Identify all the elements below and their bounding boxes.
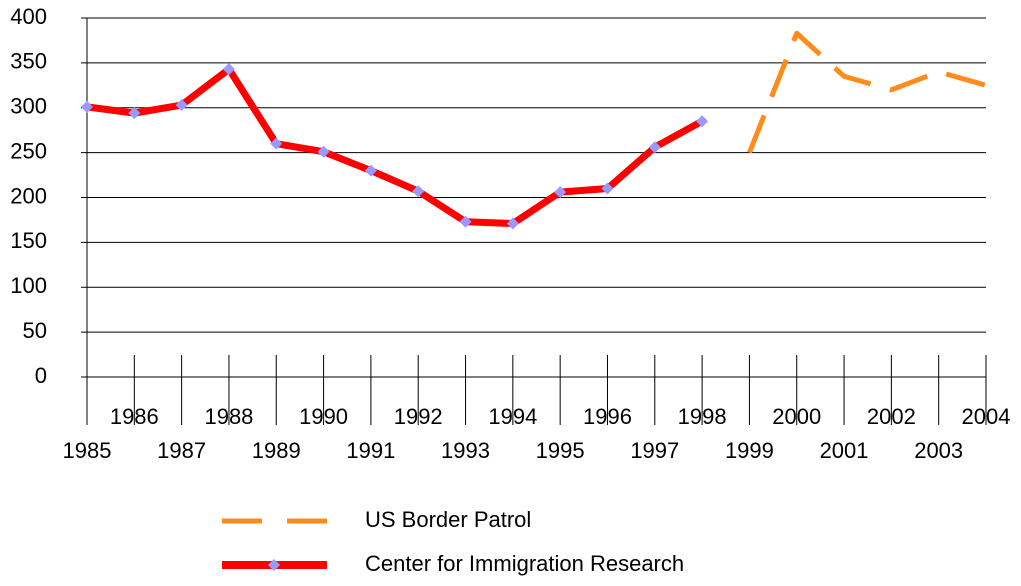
marker <box>317 145 330 158</box>
y-tick-label: 250 <box>10 138 47 163</box>
x-tick-label: 1997 <box>630 438 679 463</box>
x-tick-label: 2001 <box>820 438 869 463</box>
y-tick-label: 400 <box>10 4 47 29</box>
marker <box>222 63 235 76</box>
legend-marker <box>268 559 280 571</box>
x-tick-label: 1999 <box>725 438 774 463</box>
x-tick-label: 1986 <box>110 404 159 429</box>
y-tick-label: 50 <box>23 318 47 343</box>
marker <box>648 141 661 154</box>
marker <box>554 186 567 199</box>
x-tick-label: 2002 <box>867 404 916 429</box>
series-line <box>86 65 704 228</box>
y-tick-label: 0 <box>35 363 47 388</box>
y-tick-label: 150 <box>10 228 47 253</box>
x-tick-label: 1985 <box>63 438 112 463</box>
x-tick-label: 1994 <box>488 404 537 429</box>
marker <box>81 100 93 113</box>
y-tick-label: 350 <box>10 49 47 74</box>
y-tick-label: 100 <box>10 273 47 298</box>
x-tick-label: 2000 <box>772 404 821 429</box>
marker <box>175 99 188 112</box>
marker <box>412 185 425 198</box>
marker <box>128 107 141 120</box>
x-tick-label: 1992 <box>394 404 443 429</box>
marker <box>270 137 283 150</box>
legend-label: US Border Patrol <box>365 507 531 532</box>
marker <box>601 182 614 195</box>
series-line <box>747 30 987 154</box>
x-tick-label: 1993 <box>441 438 490 463</box>
x-tick-label: 1996 <box>583 404 632 429</box>
x-tick-label: 1988 <box>204 404 253 429</box>
x-tick-label: 1991 <box>346 438 395 463</box>
marker <box>459 215 472 228</box>
x-tick-label: 1995 <box>536 438 585 463</box>
x-tick-label: 2003 <box>914 438 963 463</box>
x-tick-label: 2004 <box>962 404 1011 429</box>
x-tick-label: 1990 <box>299 404 348 429</box>
marker <box>696 115 709 128</box>
x-tick-label: 1998 <box>678 404 727 429</box>
marker <box>364 164 377 177</box>
x-tick-label: 1987 <box>157 438 206 463</box>
marker <box>506 217 519 230</box>
y-tick-label: 300 <box>10 94 47 119</box>
y-tick-label: 200 <box>10 183 47 208</box>
legend-label: Center for Immigration Research <box>365 551 684 576</box>
x-tick-label: 1989 <box>252 438 301 463</box>
